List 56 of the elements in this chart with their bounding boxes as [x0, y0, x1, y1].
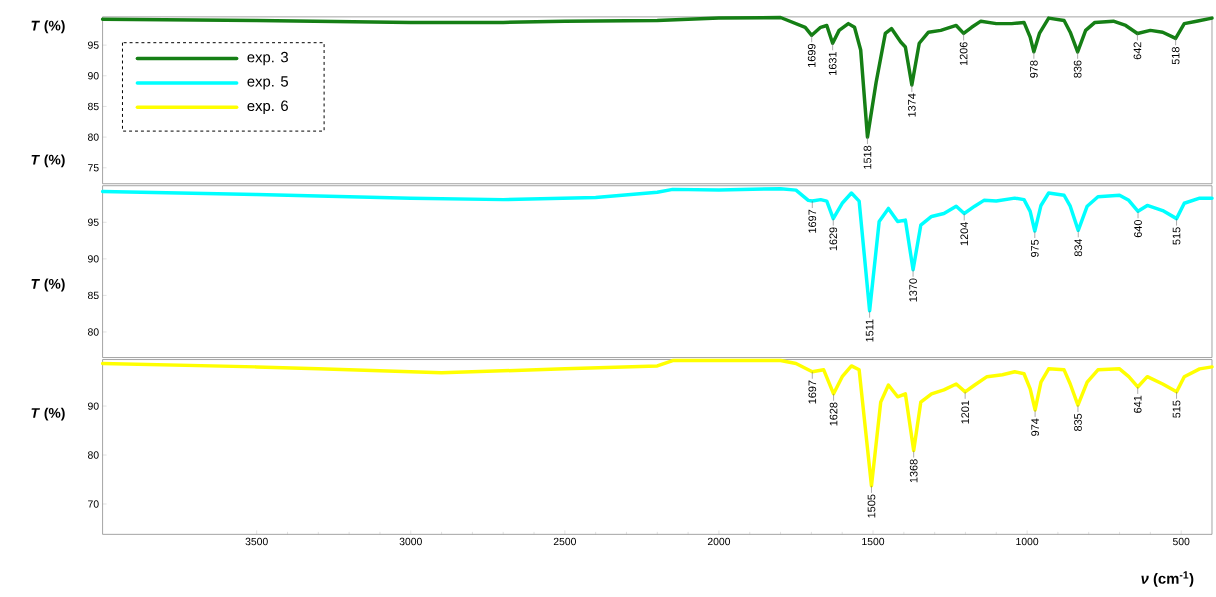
- annotation: 641: [1133, 395, 1142, 413]
- y-tick-label: 80: [87, 328, 99, 336]
- y-tick-label: 95: [88, 41, 99, 49]
- annotation: 1204: [960, 222, 969, 246]
- x-tick-label: 3000: [399, 537, 422, 546]
- y-tick-label: 90: [88, 255, 99, 263]
- annotation: 1206: [959, 42, 968, 66]
- y-tick-label: 80: [87, 451, 99, 459]
- x-tick-label: 1000: [1016, 537, 1039, 546]
- annotation: 642: [1133, 42, 1142, 60]
- annotation: 518: [1171, 47, 1180, 65]
- annotation: 1697: [808, 209, 817, 233]
- y-tick-label: 85: [87, 291, 99, 300]
- annotation: 975: [1030, 239, 1039, 257]
- y-tick-label: 80: [87, 133, 99, 141]
- annotation: 640: [1134, 220, 1142, 238]
- annotation: 1370: [909, 278, 917, 302]
- x-tick-label: 2500: [553, 537, 576, 546]
- y-tick-label: 85: [87, 102, 99, 111]
- y-axis-title: T (%): [31, 407, 65, 421]
- x-axis-title: ν (cm$^{-1}$): [1141, 571, 1194, 587]
- annotation: 515: [1172, 227, 1181, 245]
- annotation: 978: [1030, 60, 1038, 78]
- annotation: 1505: [867, 494, 876, 518]
- y-tick-label: 75: [88, 164, 99, 172]
- annotation: 1374: [908, 93, 916, 117]
- annotation: 1511: [865, 319, 874, 342]
- annotation: 974: [1031, 418, 1039, 436]
- x-tick-label: 2000: [707, 537, 731, 546]
- y-tick-label: 90: [88, 72, 99, 80]
- annotation: 1201: [961, 400, 970, 424]
- x-tick-label: 1500: [862, 537, 885, 546]
- annotation: 835: [1074, 413, 1082, 432]
- text: exp. 3: [247, 51, 288, 66]
- x-tick-label: 500: [1172, 537, 1190, 546]
- annotation: 1518: [863, 145, 872, 169]
- annotation: 1628: [829, 402, 838, 426]
- line-series: [100, 186, 1214, 313]
- annotation: 1699: [807, 44, 816, 67]
- annotation: 1629: [829, 227, 838, 251]
- line-series: [100, 15, 1214, 139]
- annotation: 1631: [828, 52, 837, 75]
- annotation: 834: [1074, 238, 1083, 257]
- annotation: 836: [1073, 60, 1082, 78]
- y-tick-label: 95: [88, 218, 99, 226]
- y-axis-title: T (%): [31, 278, 65, 292]
- y-tick-label: 90: [88, 402, 99, 410]
- annotation: 515: [1172, 400, 1181, 418]
- text: exp. 6: [247, 100, 288, 115]
- y-tick-label: 70: [88, 500, 99, 508]
- text: T (%): [31, 154, 65, 168]
- annotation: 1368: [909, 459, 918, 483]
- x-tick-label: 3500: [245, 537, 268, 546]
- annotation: 1697: [808, 380, 817, 404]
- y-axis-title: T (%): [31, 20, 65, 34]
- text: exp. 5: [247, 76, 288, 90]
